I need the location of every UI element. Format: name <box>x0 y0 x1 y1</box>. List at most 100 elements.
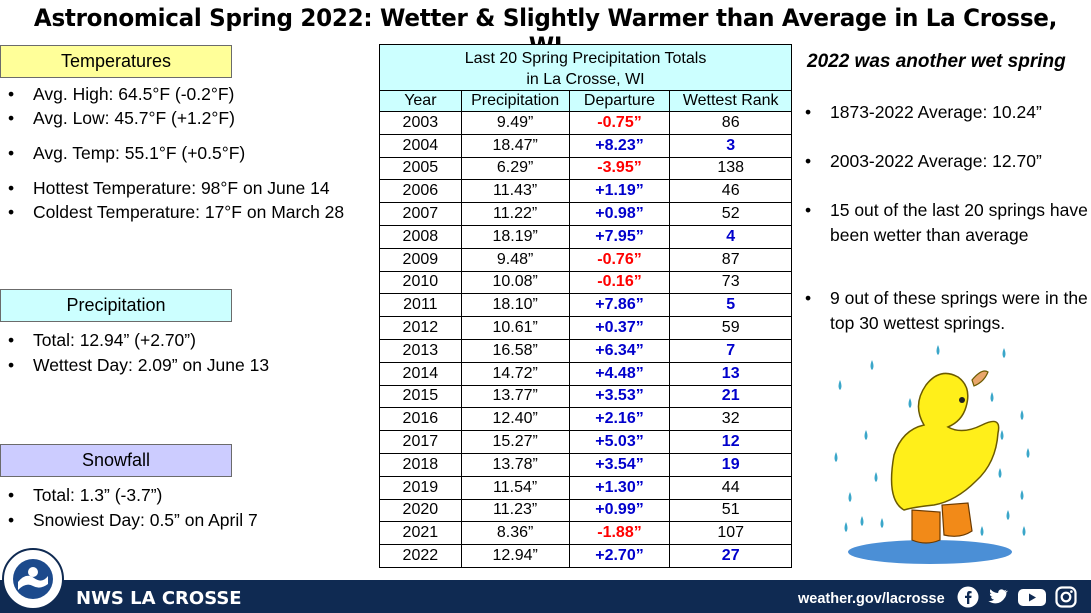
footer-bar <box>0 580 1091 613</box>
list-item: Avg. Low: 45.7°F (+1.2°F) <box>8 108 344 143</box>
cell-precipitation: 13.77” <box>460 384 570 409</box>
cell-departure: +0.98” <box>568 202 671 226</box>
table-body: 2003 9.49” -0.75” 86 2004 18.47” +8.23” 3 2005 6.… <box>379 111 792 568</box>
cell-departure: -1.88” <box>568 521 671 546</box>
cell-departure: +3.53” <box>568 384 671 409</box>
temperatures-heading: Temperatures <box>0 45 232 78</box>
cell-departure: +0.99” <box>568 498 671 523</box>
cell-departure: -0.76” <box>568 247 671 272</box>
cell-wettest-rank: 86 <box>669 111 792 135</box>
cell-year: 2018 <box>379 452 462 477</box>
cell-precipitation: 14.72” <box>460 361 570 386</box>
cell-wettest-rank: 21 <box>669 384 792 409</box>
list-item: Coldest Temperature: 17°F on March 28 <box>8 202 344 226</box>
cell-year: 2012 <box>379 316 462 340</box>
cell-departure: +0.37” <box>568 316 671 340</box>
cell-precipitation: 9.49” <box>460 111 570 135</box>
cell-wettest-rank: 19 <box>669 452 792 477</box>
cell-wettest-rank: 44 <box>669 475 792 500</box>
footer-org-name: NWS LA CROSSE <box>76 588 242 609</box>
cell-departure: +5.03” <box>568 430 671 454</box>
cell-precipitation: 13.78” <box>460 452 570 477</box>
youtube-icon[interactable] <box>1017 586 1047 608</box>
table-row: 2022 12.94” +2.70” 27 <box>379 544 792 568</box>
table-row: 2003 9.49” -0.75” 86 <box>379 111 792 135</box>
summary-list: 1873-2022 Average: 10.24” 2003-2022 Aver… <box>805 100 1091 336</box>
column-header-wettest-rank: Wettest Rank <box>669 90 792 112</box>
table-row: 2015 13.77” +3.53” 21 <box>379 384 792 409</box>
cell-precipitation: 15.27” <box>460 430 570 454</box>
cell-wettest-rank: 13 <box>669 361 792 386</box>
cell-year: 2017 <box>379 430 462 454</box>
cell-departure: +2.16” <box>568 407 671 432</box>
cell-wettest-rank: 12 <box>669 430 792 454</box>
cell-precipitation: 18.10” <box>460 293 570 318</box>
cell-wettest-rank: 7 <box>669 338 792 363</box>
twitter-icon[interactable] <box>986 586 1008 608</box>
cell-wettest-rank: 46 <box>669 179 792 204</box>
cell-year: 2013 <box>379 338 462 363</box>
column-header-precipitation: Precipitation <box>460 90 570 112</box>
cell-departure: +2.70” <box>568 544 671 568</box>
summary-heading: 2022 was another wet spring <box>807 51 1066 72</box>
cell-wettest-rank: 138 <box>669 156 792 181</box>
precipitation-table: Last 20 Spring Precipitation Totals in L… <box>379 44 792 568</box>
cell-departure: +4.48” <box>568 361 671 386</box>
cell-departure: -0.16” <box>568 270 671 295</box>
cell-year: 2015 <box>379 384 462 409</box>
cell-year: 2014 <box>379 361 462 386</box>
cell-year: 2003 <box>379 111 462 135</box>
facebook-icon[interactable] <box>957 586 979 608</box>
table-row: 2016 12.40” +2.16” 32 <box>379 407 792 432</box>
cell-year: 2008 <box>379 224 462 249</box>
table-row: 2020 11.23” +0.99” 51 <box>379 498 792 523</box>
cell-wettest-rank: 4 <box>669 224 792 249</box>
cell-precipitation: 12.94” <box>460 544 570 568</box>
table-row: 2009 9.48” -0.76” 87 <box>379 247 792 272</box>
cell-year: 2010 <box>379 270 462 295</box>
table-row: 2019 11.54” +1.30” 44 <box>379 475 792 500</box>
cell-year: 2022 <box>379 544 462 568</box>
cell-wettest-rank: 51 <box>669 498 792 523</box>
cell-year: 2005 <box>379 156 462 181</box>
cell-year: 2021 <box>379 521 462 546</box>
precipitation-list: Total: 12.94” (+2.70”) Wettest Day: 2.09… <box>8 330 269 380</box>
list-item: Hottest Temperature: 98°F on June 14 <box>8 178 344 202</box>
table-row: 2005 6.29” -3.95” 138 <box>379 156 792 181</box>
list-item: Avg. Temp: 55.1°F (+0.5°F) <box>8 143 344 178</box>
list-item: Wettest Day: 2.09” on June 13 <box>8 355 269 380</box>
table-row: 2007 11.22” +0.98” 52 <box>379 202 792 226</box>
cell-precipitation: 10.61” <box>460 316 570 340</box>
cell-departure: +6.34” <box>568 338 671 363</box>
table-row: 2018 13.78” +3.54” 19 <box>379 452 792 477</box>
table-row: 2013 16.58” +6.34” 7 <box>379 338 792 363</box>
table-row: 2008 18.19” +7.95” 4 <box>379 224 792 249</box>
cell-precipitation: 6.29” <box>460 156 570 181</box>
list-item: 9 out of these springs were in the top 3… <box>805 286 1091 336</box>
cell-departure: +7.86” <box>568 293 671 318</box>
cell-precipitation: 11.43” <box>460 179 570 204</box>
cell-year: 2019 <box>379 475 462 500</box>
cell-wettest-rank: 107 <box>669 521 792 546</box>
column-header-year: Year <box>379 90 462 112</box>
list-item: Avg. High: 64.5°F (-0.2°F) <box>8 84 344 108</box>
cell-precipitation: 10.08” <box>460 270 570 295</box>
page-title: Astronomical Spring 2022: Wetter & Sligh… <box>33 4 1058 60</box>
cell-departure: -3.95” <box>568 156 671 181</box>
table-row: 2017 15.27” +5.03” 12 <box>379 430 792 454</box>
column-header-departure: Departure <box>568 90 671 112</box>
cell-wettest-rank: 3 <box>669 133 792 158</box>
cell-wettest-rank: 32 <box>669 407 792 432</box>
cell-precipitation: 11.22” <box>460 202 570 226</box>
cell-departure: +8.23” <box>568 133 671 158</box>
cell-precipitation: 16.58” <box>460 338 570 363</box>
footer-website-link[interactable]: weather.gov/lacrosse <box>798 591 945 607</box>
cell-year: 2016 <box>379 407 462 432</box>
cell-precipitation: 11.54” <box>460 475 570 500</box>
table-caption: Last 20 Spring Precipitation Totals in L… <box>379 44 792 91</box>
table-caption-line2: in La Crosse, WI <box>526 70 645 88</box>
instagram-icon[interactable] <box>1055 586 1077 608</box>
cell-year: 2004 <box>379 133 462 158</box>
cell-wettest-rank: 5 <box>669 293 792 318</box>
table-row: 2012 10.61” +0.37” 59 <box>379 316 792 340</box>
